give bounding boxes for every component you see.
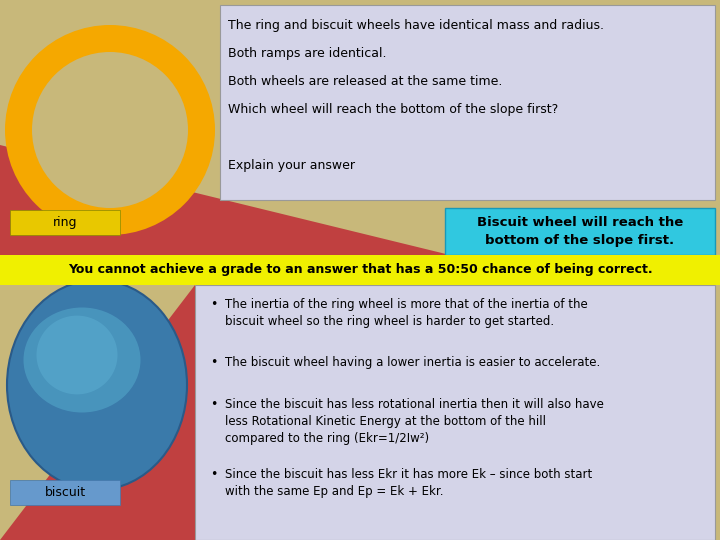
- Ellipse shape: [24, 307, 140, 413]
- Text: The biscuit wheel having a lower inertia is easier to accelerate.: The biscuit wheel having a lower inertia…: [225, 356, 600, 369]
- Text: biscuit: biscuit: [45, 486, 86, 499]
- Text: ring: ring: [53, 216, 77, 229]
- Text: The ring and biscuit wheels have identical mass and radius.: The ring and biscuit wheels have identic…: [228, 19, 604, 32]
- Ellipse shape: [5, 25, 215, 235]
- Bar: [445, 208, 715, 255]
- Text: Biscuit wheel will reach the
bottom of the slope first.: Biscuit wheel will reach the bottom of t…: [477, 216, 683, 247]
- Ellipse shape: [32, 52, 188, 208]
- Text: Both wheels are released at the same time.: Both wheels are released at the same tim…: [228, 75, 503, 88]
- Text: Since the biscuit has less rotational inertia then it will also have
less Rotati: Since the biscuit has less rotational in…: [225, 398, 604, 445]
- Text: •: •: [210, 468, 217, 481]
- Bar: [220, 5, 715, 200]
- Text: The inertia of the ring wheel is more that of the inertia of the
biscuit wheel s: The inertia of the ring wheel is more th…: [225, 298, 588, 328]
- Text: •: •: [210, 356, 217, 369]
- Text: Which wheel will reach the bottom of the slope first?: Which wheel will reach the bottom of the…: [228, 103, 558, 116]
- Bar: [0, 255, 720, 285]
- Ellipse shape: [7, 280, 187, 490]
- Bar: [10, 210, 120, 235]
- Bar: [10, 480, 120, 505]
- Text: •: •: [210, 398, 217, 411]
- Text: Explain your answer: Explain your answer: [228, 159, 355, 172]
- Text: Both ramps are identical.: Both ramps are identical.: [228, 47, 387, 60]
- Bar: [195, 285, 715, 540]
- Polygon shape: [0, 285, 195, 540]
- Text: You cannot achieve a grade to an answer that has a 50:50 chance of being correct: You cannot achieve a grade to an answer …: [68, 264, 652, 276]
- Text: •: •: [210, 298, 217, 311]
- Text: Since the biscuit has less Ekr it has more Ek – since both start
with the same E: Since the biscuit has less Ekr it has mo…: [225, 468, 593, 498]
- Ellipse shape: [37, 315, 117, 394]
- Polygon shape: [0, 145, 450, 255]
